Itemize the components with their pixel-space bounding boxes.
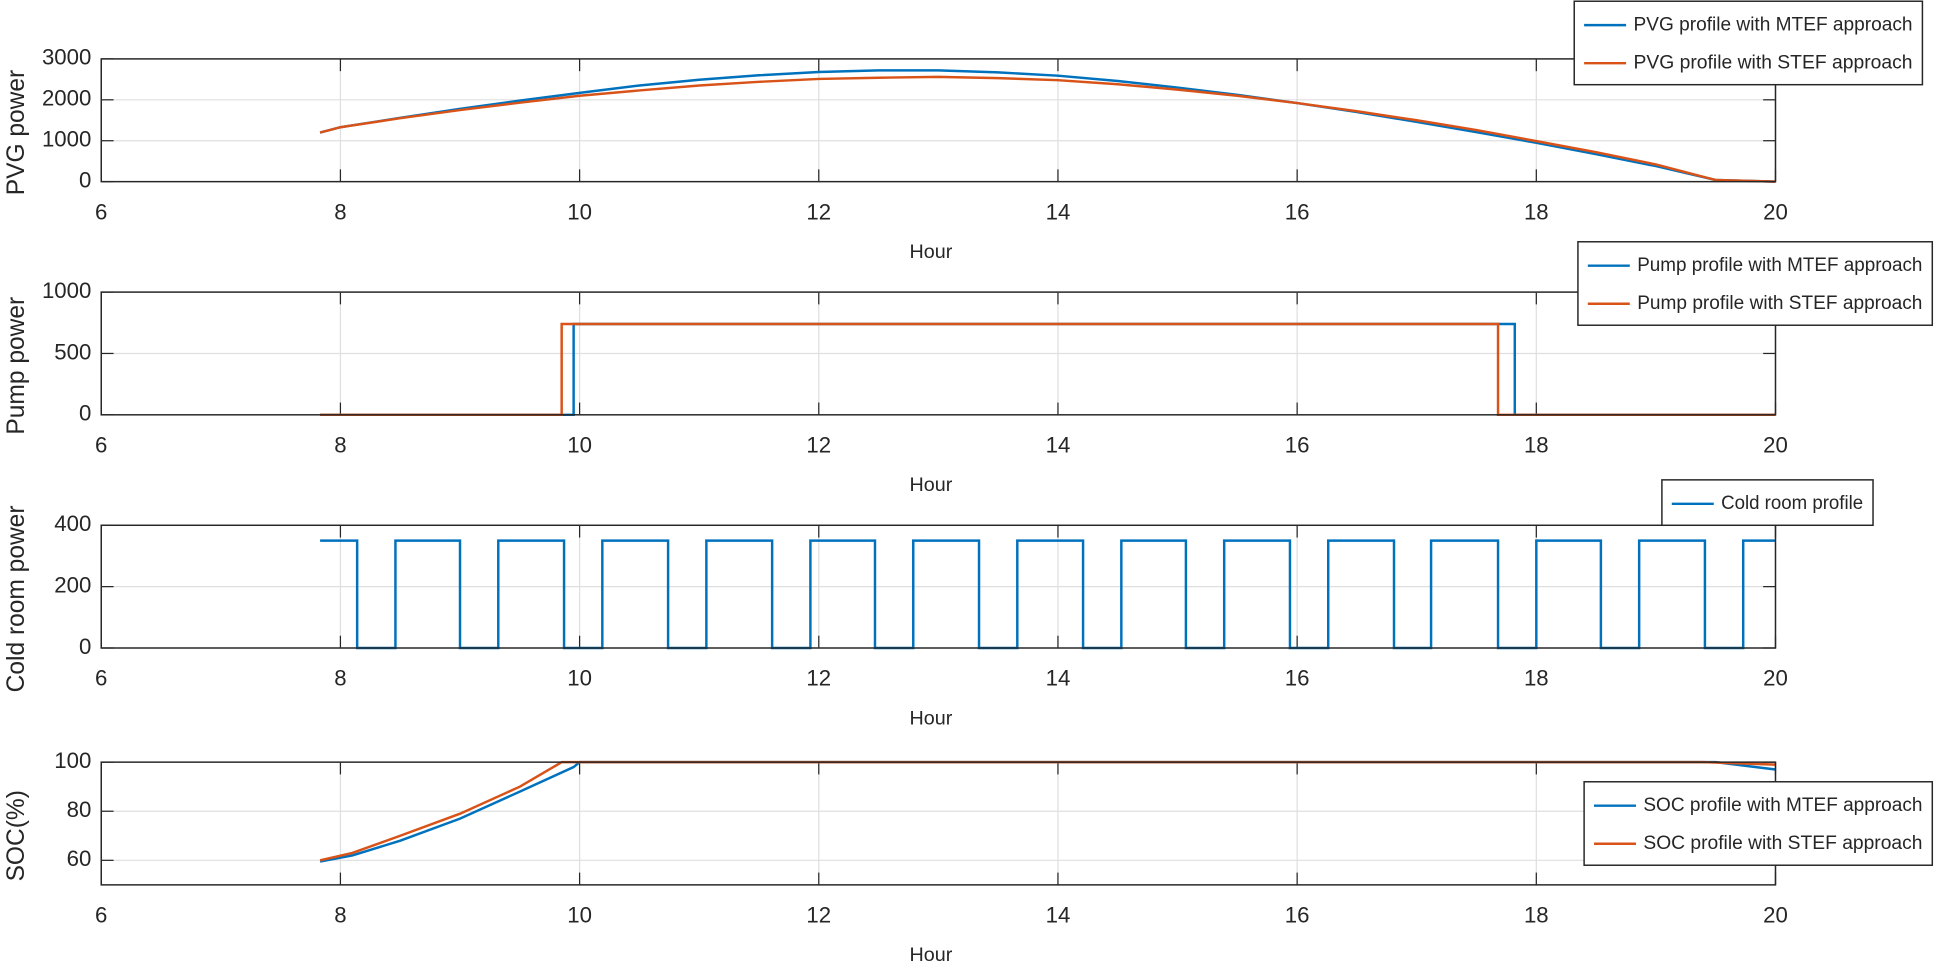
x-tick-label: 6	[95, 199, 107, 224]
x-tick-label: 18	[1524, 903, 1549, 928]
y-tick-label: 3000	[42, 45, 91, 70]
data-line	[320, 539, 1776, 650]
x-tick-label: 14	[1046, 433, 1071, 458]
x-tick-label: 20	[1763, 666, 1788, 691]
x-axis-label: Hour	[910, 474, 953, 496]
legend-label: PVG profile with MTEF approach	[1634, 13, 1913, 35]
x-tick-label: 20	[1763, 433, 1788, 458]
axes-box	[100, 524, 1777, 649]
x-tick-label: 8	[334, 199, 346, 224]
legend-label: PVG profile with STEF approach	[1634, 51, 1913, 73]
x-tick-label: 14	[1046, 666, 1071, 691]
x-tick-label: 16	[1285, 903, 1310, 928]
axes-box	[100, 58, 1777, 183]
y-axis-label: Pump power	[3, 297, 30, 435]
legend-label: Pump profile with MTEF approach	[1637, 254, 1922, 276]
y-tick-label: 0	[79, 634, 91, 659]
legend-label: Pump profile with STEF approach	[1637, 292, 1922, 314]
y-tick-label: 0	[79, 401, 91, 426]
y-axis-label: SOC(%)	[3, 790, 30, 881]
x-tick-label: 8	[334, 433, 346, 458]
x-tick-label: 10	[567, 433, 592, 458]
x-axis-label: Hour	[910, 707, 953, 729]
x-tick-label: 12	[806, 433, 831, 458]
x-tick-label: 6	[95, 666, 107, 691]
y-tick-label: 200	[54, 573, 91, 598]
data-line	[319, 69, 1776, 183]
plot-area	[101, 762, 1776, 885]
x-tick-label: 18	[1524, 199, 1549, 224]
axes-box	[100, 291, 1777, 416]
x-tick-label: 16	[1285, 666, 1310, 691]
x-tick-label: 18	[1524, 433, 1549, 458]
y-tick-label: 400	[54, 511, 91, 536]
legend-label: SOC profile with MTEF approach	[1643, 794, 1922, 816]
legend-box	[1577, 241, 1934, 326]
legend-label: SOC profile with STEF approach	[1643, 832, 1922, 854]
x-tick-label: 16	[1285, 433, 1310, 458]
x-tick-label: 14	[1046, 903, 1071, 928]
y-tick-label: 100	[54, 748, 91, 773]
x-axis-label: Hour	[910, 241, 953, 263]
y-tick-label: 1000	[42, 127, 91, 152]
x-tick-label: 12	[806, 199, 831, 224]
legend-box	[1583, 781, 1934, 866]
y-tick-label: 500	[54, 339, 91, 364]
x-tick-label: 10	[567, 903, 592, 928]
y-tick-label: 0	[79, 168, 91, 193]
x-tick-label: 8	[334, 666, 346, 691]
x-tick-label: 14	[1046, 199, 1071, 224]
y-tick-label: 80	[67, 797, 92, 822]
x-tick-label: 8	[334, 903, 346, 928]
y-tick-label: 60	[67, 846, 92, 871]
x-tick-label: 10	[567, 199, 592, 224]
x-tick-label: 18	[1524, 666, 1549, 691]
x-tick-label: 16	[1285, 199, 1310, 224]
y-tick-label: 1000	[42, 278, 91, 303]
y-axis-label: Cold room power	[3, 505, 30, 692]
x-tick-label: 6	[95, 903, 107, 928]
x-tick-label: 20	[1763, 903, 1788, 928]
x-tick-label: 10	[567, 666, 592, 691]
x-tick-label: 20	[1763, 199, 1788, 224]
x-axis-label: Hour	[910, 944, 953, 966]
data-line	[319, 75, 1776, 183]
x-tick-label: 12	[806, 666, 831, 691]
y-axis-label: PVG power	[3, 70, 30, 195]
x-tick-label: 6	[95, 433, 107, 458]
x-tick-label: 12	[806, 903, 831, 928]
legend-label: Cold room profile	[1721, 492, 1863, 514]
y-tick-label: 2000	[42, 86, 91, 111]
legend-box	[1573, 0, 1924, 86]
